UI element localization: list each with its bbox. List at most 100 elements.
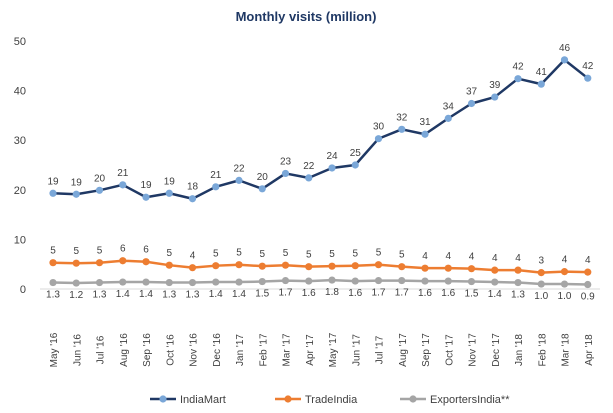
data-label: 20 <box>257 172 269 183</box>
legend-marker <box>159 395 167 403</box>
data-point <box>281 261 290 269</box>
x-tick-label: Sep '16 <box>142 333 153 367</box>
legend-label: IndiaMart <box>180 394 226 406</box>
data-point <box>95 186 104 194</box>
x-tick-label: Jan '17 <box>235 334 246 366</box>
data-label: 4 <box>422 251 428 262</box>
data-label: 19 <box>47 176 59 187</box>
data-point <box>49 189 57 197</box>
x-tick-label: Nov '16 <box>189 333 200 367</box>
data-point <box>49 259 57 267</box>
chart-title: Monthly visits (million) <box>236 9 377 24</box>
data-point <box>188 278 197 287</box>
data-label: 22 <box>303 161 315 172</box>
data-label: 34 <box>443 101 455 112</box>
data-label: 1.5 <box>255 289 269 300</box>
data-point <box>258 277 266 286</box>
data-point <box>514 278 522 287</box>
data-point <box>281 169 290 178</box>
data-label: 1.6 <box>418 288 432 299</box>
x-tick-label: May '16 <box>49 332 60 367</box>
data-label: 4 <box>515 253 521 264</box>
data-label: 5 <box>259 249 265 260</box>
data-point <box>514 266 522 274</box>
data-point <box>49 278 57 287</box>
data-label: 5 <box>399 250 405 261</box>
x-tick-label: Mar '18 <box>561 333 572 366</box>
data-point <box>398 263 406 271</box>
y-tick-label: 40 <box>14 86 26 98</box>
data-label: 6 <box>143 245 149 256</box>
x-tick-label: Oct '16 <box>165 334 176 366</box>
data-point <box>235 176 243 184</box>
data-point <box>560 56 569 64</box>
data-label: 4 <box>469 252 475 263</box>
data-label: 30 <box>373 122 385 133</box>
data-label: 37 <box>466 86 478 97</box>
data-point <box>95 259 104 267</box>
data-label: 19 <box>140 180 152 191</box>
data-point <box>560 280 569 288</box>
x-axis: May '16 Jun '16 Jul '16 Aug '16 Sep '16 Oct '… <box>40 288 600 367</box>
data-label: 31 <box>419 117 431 128</box>
data-label: 1.3 <box>511 290 525 301</box>
data-label: 20 <box>94 173 106 184</box>
series-line <box>52 58 589 200</box>
data-label: 21 <box>117 168 129 179</box>
y-tick-label: 10 <box>14 234 26 246</box>
data-label: 1.4 <box>232 289 246 300</box>
data-point <box>584 280 592 289</box>
data-label: 5 <box>376 248 382 259</box>
legend-label: TradeIndia <box>305 394 358 406</box>
data-label: 1.4 <box>116 289 130 300</box>
data-point <box>119 278 127 286</box>
x-tick-label: Aug '17 <box>398 333 409 367</box>
data-label: 1.5 <box>465 289 479 300</box>
data-point <box>305 263 313 271</box>
data-label: 1.7 <box>372 288 386 299</box>
data-label: 6 <box>120 244 126 255</box>
x-tick-label: May '17 <box>328 332 339 367</box>
data-point <box>351 262 359 270</box>
data-point <box>444 277 452 285</box>
data-label: 1.7 <box>279 288 293 299</box>
data-label: 1.7 <box>395 288 409 299</box>
data-point <box>258 185 266 193</box>
data-point <box>328 262 336 270</box>
data-label: 19 <box>164 176 176 187</box>
data-label: 5 <box>236 248 242 259</box>
data-label: 4 <box>445 251 451 262</box>
data-label: 42 <box>512 62 524 73</box>
data-point <box>467 265 476 273</box>
data-label: 1.3 <box>186 290 200 301</box>
y-tick-label: 50 <box>14 36 26 48</box>
x-tick-label: Dec '17 <box>491 333 502 367</box>
data-point <box>374 276 383 285</box>
data-label: 5 <box>306 250 312 261</box>
legend-marker <box>409 395 417 403</box>
x-tick-label: Apr '18 <box>584 334 595 366</box>
data-point <box>72 259 80 267</box>
data-point <box>119 257 127 265</box>
x-tick-label: Oct '17 <box>444 334 455 366</box>
data-point <box>467 99 476 108</box>
x-tick-label: Jul '17 <box>375 335 386 364</box>
data-point <box>537 80 545 88</box>
data-label: 1.4 <box>209 289 223 300</box>
data-label: 5 <box>329 249 335 260</box>
data-point <box>560 268 569 276</box>
data-point <box>421 130 429 138</box>
x-tick-label: Jun '17 <box>351 334 362 366</box>
data-point <box>584 74 592 82</box>
data-label: 5 <box>50 246 56 257</box>
x-tick-label: Mar '17 <box>282 333 293 366</box>
data-label: 42 <box>582 61 594 72</box>
data-point <box>374 135 383 143</box>
data-point <box>212 278 220 286</box>
legend: IndiaMart TradeIndia ExportersIndia** <box>150 394 510 406</box>
data-point <box>258 262 266 270</box>
data-label: 4 <box>585 255 591 266</box>
data-label: 1.4 <box>488 289 502 300</box>
